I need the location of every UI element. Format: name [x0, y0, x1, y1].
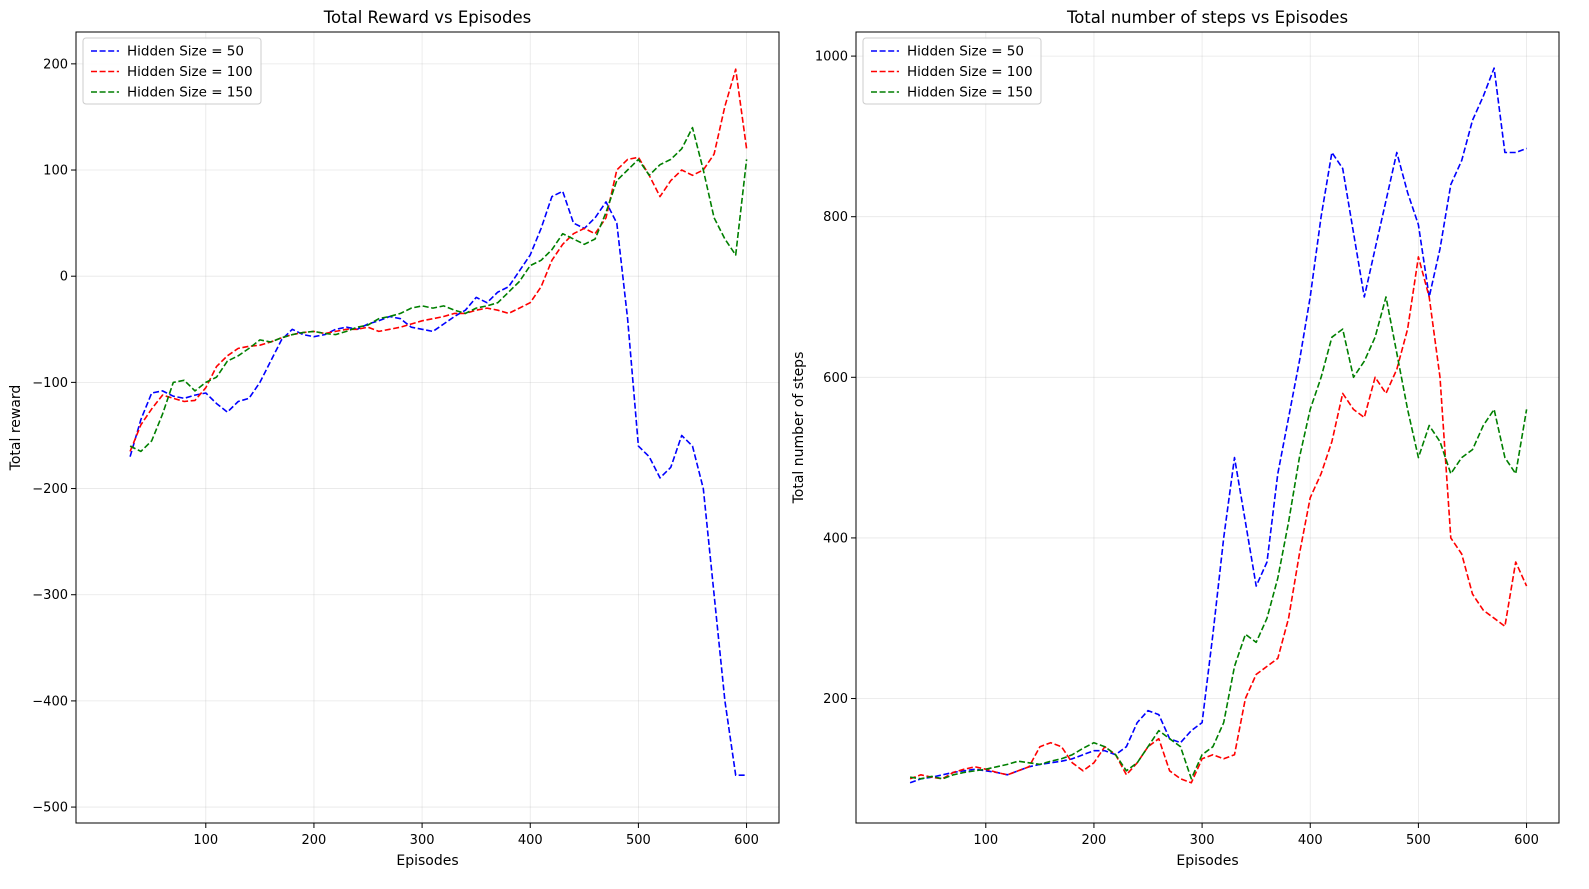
x-tick-label: 500 — [626, 833, 651, 848]
y-tick-label: −200 — [32, 482, 68, 497]
y-tick-label: 800 — [823, 210, 848, 225]
y-tick-label: 100 — [43, 164, 68, 179]
x-axis-label: Episodes — [396, 853, 458, 869]
legend-box — [82, 37, 262, 105]
series-line-hidden-size-100 — [909, 256, 1528, 784]
steps-chart: 100 200 300 400 500 600 200 400 600 800 1000 Total … — [791, 8, 1560, 869]
reward-chart: 100 200 300 400 500 600 −500 −400 −300 −200 −100 0 1… — [8, 8, 780, 869]
y-tick-label: −100 — [32, 376, 68, 391]
series-line-hidden-size-150 — [129, 126, 748, 453]
x-tick-label: 200 — [1082, 833, 1107, 848]
y-tick-label: 1000 — [815, 50, 848, 65]
x-tick-label: 600 — [734, 833, 759, 848]
y-tick-label: 600 — [823, 371, 848, 386]
y-axis-label: Total reward — [8, 385, 24, 472]
chart-title: Total number of steps vs Episodes — [1066, 8, 1348, 27]
y-tick-label: −500 — [32, 801, 68, 816]
y-tick-label: 200 — [823, 692, 848, 707]
plot-frame — [75, 31, 780, 824]
legend-label: Hidden Size = 100 — [907, 64, 1033, 80]
y-tick-label: −400 — [32, 694, 68, 709]
x-tick-label: 400 — [518, 833, 543, 848]
legend-label: Hidden Size = 50 — [907, 44, 1024, 60]
y-tick-label: 400 — [823, 531, 848, 546]
y-axis-label: Total number of steps — [791, 352, 807, 505]
y-tick-label: −300 — [32, 588, 68, 603]
y-tick-label: 200 — [43, 57, 68, 72]
x-tick-label: 500 — [1406, 833, 1431, 848]
series-line-hidden-size-50 — [129, 190, 747, 776]
x-axis-label: Episodes — [1176, 853, 1238, 869]
plot-area — [76, 32, 779, 823]
series-line-hidden-size-150 — [909, 296, 1528, 780]
y-tick-label: 0 — [60, 270, 68, 285]
legend: Hidden Size = 50 Hidden Size = 100 Hidden … — [862, 37, 1042, 105]
x-tick-label: 100 — [973, 833, 998, 848]
x-tick-label: 300 — [410, 833, 435, 848]
x-tick-label: 100 — [193, 833, 218, 848]
legend-box — [862, 37, 1042, 105]
legend: Hidden Size = 50 Hidden Size = 100 Hidden … — [82, 37, 262, 105]
x-tick-label: 400 — [1298, 833, 1323, 848]
plot-frame — [855, 31, 1560, 824]
legend-label: Hidden Size = 150 — [127, 85, 253, 101]
x-tick-label: 200 — [302, 833, 327, 848]
chart-title: Total Reward vs Episodes — [323, 8, 531, 27]
x-tick-label: 600 — [1514, 833, 1539, 848]
legend-label: Hidden Size = 150 — [907, 85, 1033, 101]
x-tick-label: 300 — [1190, 833, 1215, 848]
legend-label: Hidden Size = 100 — [127, 64, 253, 80]
plot-area — [856, 32, 1559, 823]
legend-label: Hidden Size = 50 — [127, 44, 244, 60]
